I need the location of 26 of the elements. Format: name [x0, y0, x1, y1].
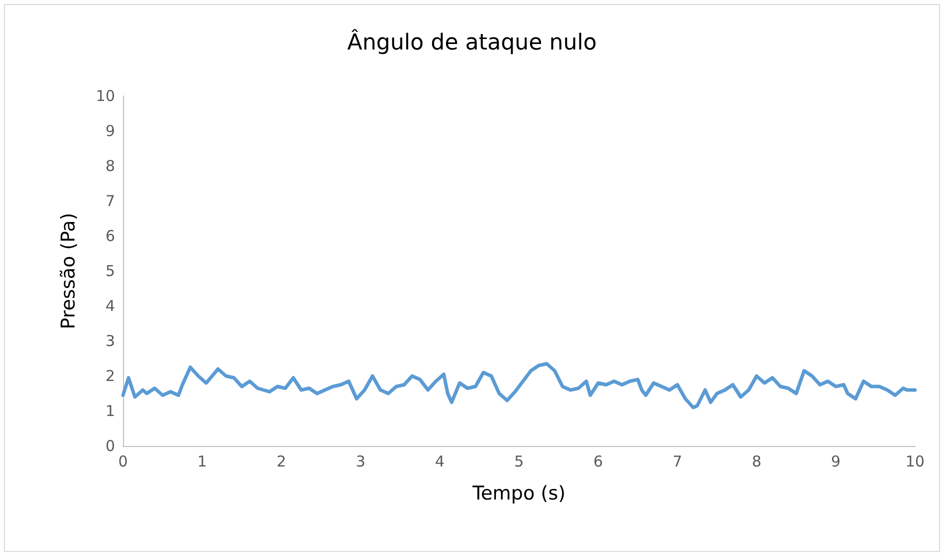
x-tick-label: 4	[435, 452, 445, 470]
y-tick-label: 3	[105, 332, 115, 350]
y-tick-label: 8	[105, 157, 115, 175]
x-tick-label: 10	[905, 452, 925, 470]
y-tick-label: 4	[105, 297, 115, 315]
y-tick-label: 0	[105, 437, 115, 455]
y-tick-label: 1	[105, 402, 115, 420]
x-tick-label: 1	[197, 452, 207, 470]
x-tick-label: 5	[514, 452, 524, 470]
y-tick-label: 5	[105, 262, 115, 280]
x-tick-label: 6	[593, 452, 603, 470]
x-tick-label: 3	[356, 452, 366, 470]
x-tick-label: 0	[118, 452, 128, 470]
chart-title: Ângulo de ataque nulo	[347, 28, 597, 56]
y-axis-title: Pressão (Pa)	[58, 212, 80, 330]
y-tick-label: 9	[105, 122, 115, 140]
y-tick-label: 2	[105, 367, 115, 385]
x-tick-label: 7	[672, 452, 682, 470]
y-tick-label: 6	[105, 227, 115, 245]
y-tick-label: 7	[105, 192, 115, 210]
x-tick-label: 8	[752, 452, 762, 470]
x-tick-label: 9	[831, 452, 841, 470]
line-series	[121, 362, 917, 410]
x-tick-label: 2	[276, 452, 286, 470]
x-axis-title: Tempo (s)	[471, 482, 566, 504]
y-tick-label: 10	[96, 87, 115, 105]
